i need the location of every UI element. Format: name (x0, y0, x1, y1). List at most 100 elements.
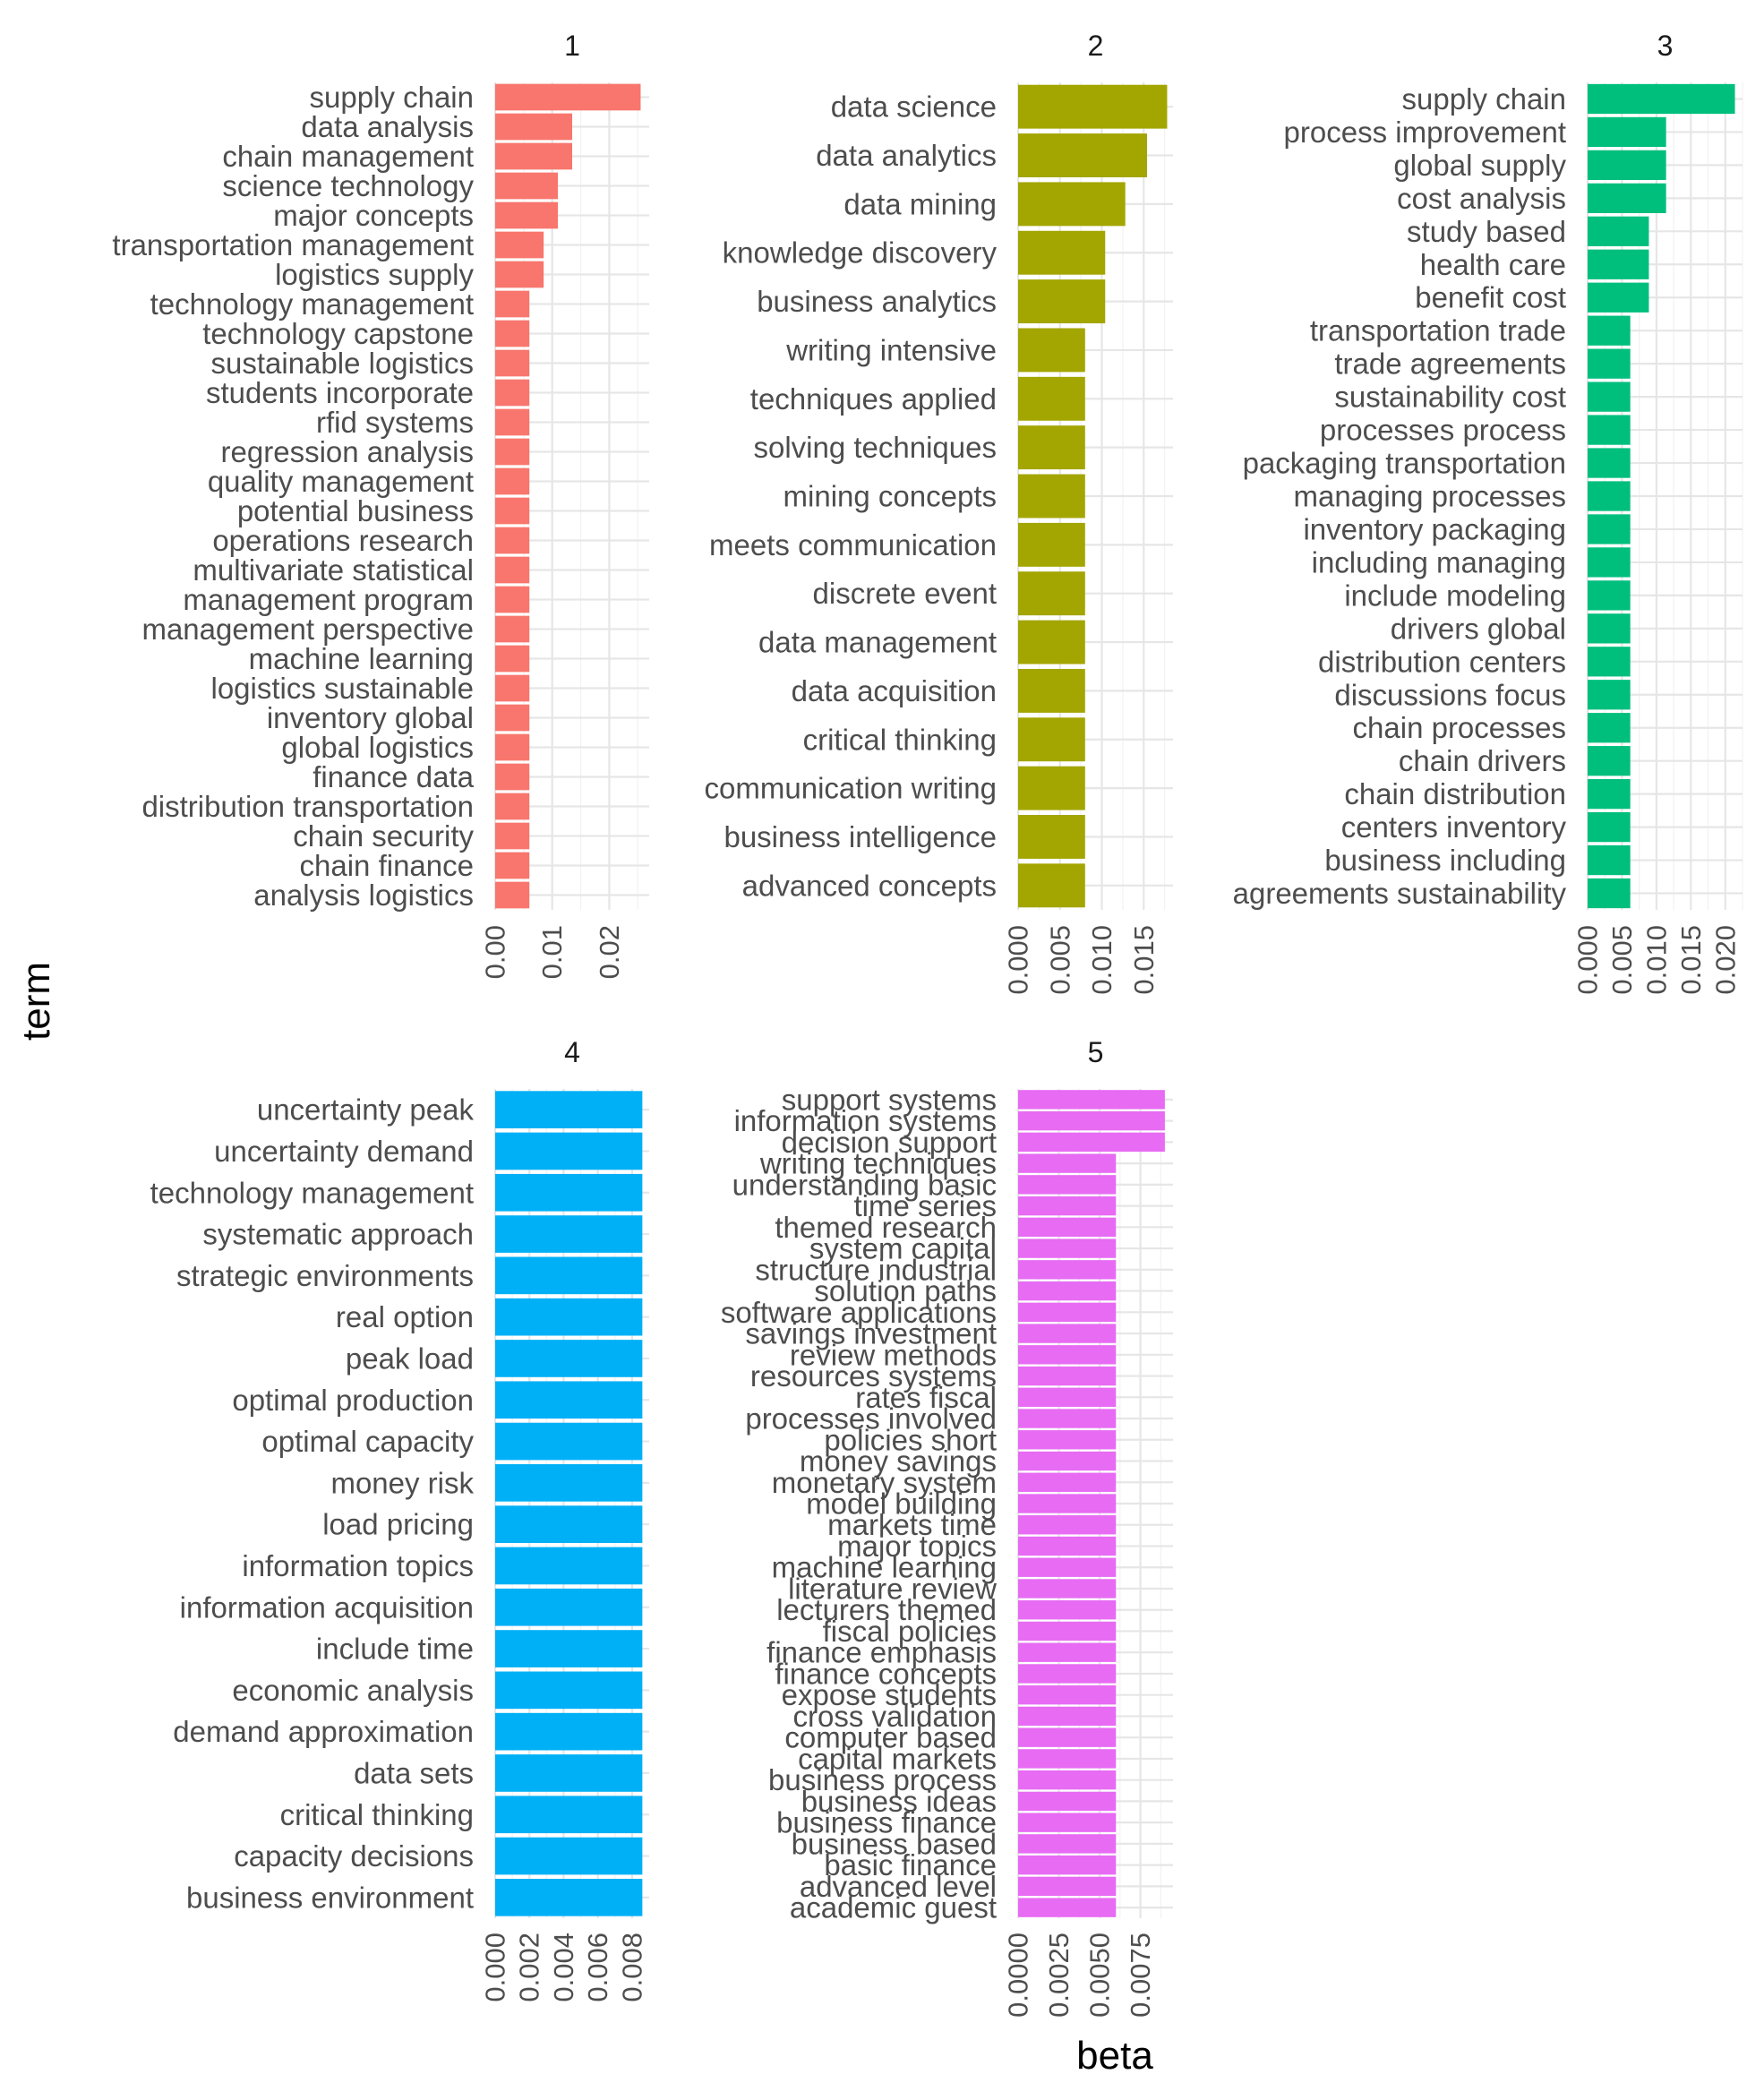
facet-strip-label: 5 (1088, 1036, 1104, 1068)
bar (495, 1754, 643, 1792)
bar (495, 467, 530, 495)
bar (495, 113, 572, 141)
bar (1588, 811, 1631, 843)
bar (1588, 216, 1649, 246)
bar (1018, 279, 1106, 324)
x-tick-label: 0.015 (1128, 925, 1160, 995)
bar (1018, 328, 1085, 373)
bar (1018, 1600, 1117, 1620)
bar (495, 1215, 643, 1253)
term-label: distribution transportation (141, 790, 474, 823)
bar (1588, 183, 1666, 213)
bar (1018, 133, 1148, 177)
x-tick-label: 0.000 (480, 1933, 511, 2002)
term-label: information acquisition (180, 1590, 474, 1624)
term-label: peak load (346, 1341, 474, 1375)
bar (495, 1381, 643, 1419)
term-label: health care (1420, 248, 1566, 281)
term-label: business environment (186, 1881, 474, 1914)
term-label: including managing (1312, 545, 1566, 579)
facet-panel-4: 4 uncertainty peak uncertainty demand techn… (150, 1036, 649, 2002)
x-axis-title: beta (1076, 2034, 1153, 2078)
term-label: uncertainty peak (257, 1093, 475, 1127)
term-label: technology management (150, 287, 474, 321)
bar (1018, 1281, 1117, 1301)
term-label: cost analysis (1397, 182, 1566, 215)
term-label: finance data (313, 760, 474, 793)
x-tick-label: 0.010 (1640, 925, 1672, 995)
term-label: optimal capacity (261, 1425, 474, 1458)
bar (1018, 1451, 1117, 1471)
bar (1018, 1345, 1117, 1365)
term-label: transportation trade (1310, 314, 1566, 347)
bar (1018, 1664, 1117, 1684)
term-label: meets communication (709, 528, 997, 561)
term-label: critical thinking (280, 1798, 474, 1831)
bar (1018, 182, 1126, 227)
facet-panel-2: 2 data science data analytics data mining kn… (705, 30, 1173, 995)
term-label: chain processes (1353, 711, 1566, 744)
bar (1018, 1749, 1117, 1769)
bar (1588, 448, 1631, 478)
term-label: monetary system (772, 1466, 997, 1499)
bar (1018, 815, 1085, 859)
bar (495, 349, 530, 377)
term-label: strategic environments (176, 1259, 474, 1292)
term-label: management perspective (141, 613, 474, 646)
bar (1588, 150, 1666, 181)
term-label: model building (806, 1487, 997, 1521)
term-label: global logistics (281, 731, 474, 764)
bar (1018, 1090, 1165, 1110)
term-label: data analysis (301, 110, 474, 143)
bar (1018, 1706, 1117, 1727)
bar (495, 231, 544, 259)
term-label: lecturers themed (776, 1593, 997, 1626)
term-label: software applications (721, 1296, 997, 1329)
facet-strip-label: 1 (564, 30, 580, 62)
bar (1018, 1515, 1117, 1535)
term-label: machine learning (772, 1551, 997, 1584)
term-label: money risk (330, 1466, 474, 1499)
bar (495, 793, 530, 820)
term-label: processes involved (745, 1402, 997, 1436)
bar (1018, 863, 1085, 908)
term-label: global supply (1393, 149, 1566, 182)
bar (495, 615, 530, 643)
bar (1588, 415, 1631, 445)
term-label: major topics (837, 1530, 997, 1563)
term-label: real option (336, 1300, 474, 1333)
term-label: processes process (1320, 414, 1566, 447)
term-label: data sets (354, 1756, 474, 1789)
term-label: themed research (775, 1211, 997, 1244)
bar (1588, 844, 1631, 876)
term-label: economic analysis (232, 1674, 474, 1707)
bar (495, 1671, 643, 1710)
term-label: major concepts (273, 199, 474, 232)
bar (495, 1464, 643, 1502)
term-label: quality management (208, 465, 474, 498)
term-label: literature review (788, 1572, 997, 1605)
facet-strip-label: 3 (1657, 30, 1674, 62)
bar (495, 1298, 643, 1336)
term-label: benefit cost (1415, 281, 1566, 314)
term-label: machine learning (249, 642, 474, 675)
term-label: agreements sustainability (1233, 877, 1567, 910)
bar (1018, 1196, 1117, 1216)
term-label: distribution centers (1318, 645, 1566, 678)
facet-strip-label: 2 (1088, 30, 1104, 62)
term-label: advanced concepts (742, 869, 997, 902)
term-label: trade agreements (1334, 347, 1566, 381)
term-label: chain management (222, 140, 474, 173)
term-label: knowledge discovery (723, 236, 998, 270)
term-label: writing intensive (785, 333, 997, 366)
term-label: chain distribution (1344, 777, 1566, 810)
x-tick-label: 0.000 (1572, 925, 1604, 995)
x-tick-label: 0.0050 (1084, 1933, 1116, 2018)
term-label: solution paths (814, 1274, 997, 1307)
bar (495, 142, 572, 170)
term-label: include modeling (1344, 579, 1566, 612)
term-label: process improvement (1284, 116, 1566, 149)
